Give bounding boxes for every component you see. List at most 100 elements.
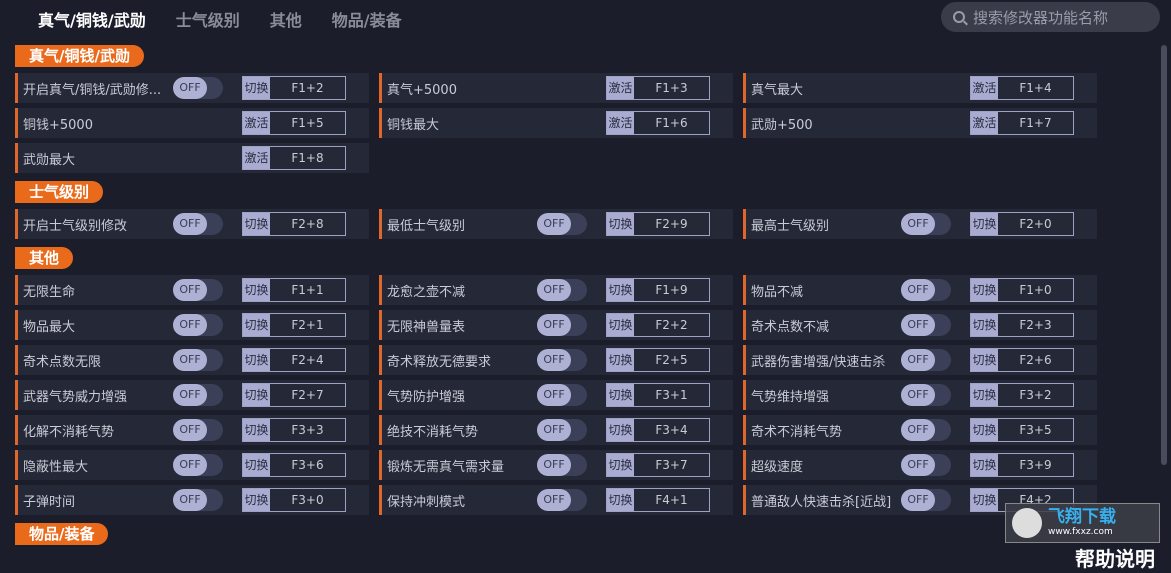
hotkey-field[interactable]: F1+9 [655,283,688,297]
action-button[interactable]: 切换 [243,213,270,235]
cheat-toggle[interactable]: OFF [537,489,587,511]
cheat-toggle[interactable]: OFF [173,77,223,99]
action-button[interactable]: 切换 [243,419,270,441]
cheat-toggle[interactable]: OFF [173,279,223,301]
cheat-toggle[interactable]: OFF [901,314,951,336]
action-button[interactable]: 切换 [607,279,634,301]
cheat-toggle[interactable]: OFF [537,213,587,235]
cheat-item: 武器伤害增强/快速击杀 OFF 切换 F2+6 [743,345,1097,375]
cheat-label: 真气+5000 [387,82,457,98]
cheat-toggle[interactable]: OFF [173,489,223,511]
cheat-toggle[interactable]: OFF [901,454,951,476]
hotkey-field[interactable]: F3+4 [655,423,688,437]
hotkey-field[interactable]: F1+1 [291,283,324,297]
hotkey-field[interactable]: F2+6 [1019,353,1052,367]
search-input[interactable]: 搜索修改器功能名称 [941,2,1160,32]
hotkey-field[interactable]: F2+9 [655,217,688,231]
cheat-toggle[interactable]: OFF [173,314,223,336]
cheat-toggle[interactable]: OFF [173,213,223,235]
hotkey-field[interactable]: F3+3 [291,423,324,437]
hotkey-field[interactable]: F2+1 [291,318,324,332]
hotkey-field[interactable]: F2+2 [655,318,688,332]
hotkey-field[interactable]: F3+7 [655,458,688,472]
hotkey-field[interactable]: F1+0 [1019,283,1052,297]
action-button[interactable]: 切换 [971,314,998,336]
hotkey-field[interactable]: F1+5 [291,116,324,130]
action-button[interactable]: 切换 [607,419,634,441]
toggle-state: OFF [537,419,571,441]
action-button[interactable]: 切换 [607,213,634,235]
action-button[interactable]: 切换 [971,349,998,371]
hotkey-field[interactable]: F3+2 [1019,388,1052,402]
hotkey-field[interactable]: F2+4 [291,353,324,367]
hotkey-field[interactable]: F2+7 [291,388,324,402]
cheat-toggle[interactable]: OFF [901,213,951,235]
hotkey-field[interactable]: F3+0 [291,493,324,507]
action-button[interactable]: 切换 [971,454,998,476]
action-button[interactable]: 切换 [243,454,270,476]
action-button[interactable]: 激活 [607,77,634,99]
action-button[interactable]: 切换 [243,279,270,301]
hotkey-field[interactable]: F3+6 [291,458,324,472]
hotkey-field[interactable]: F3+1 [655,388,688,402]
action-button[interactable]: 切换 [971,419,998,441]
hotkey-field[interactable]: F1+2 [291,81,324,95]
action-button[interactable]: 切换 [971,384,998,406]
action-button[interactable]: 切换 [243,384,270,406]
cheat-toggle[interactable]: OFF [173,454,223,476]
hotkey-field[interactable]: F1+3 [655,81,688,95]
hotkey-field[interactable]: F3+5 [1019,423,1052,437]
hotkey-field[interactable]: F4+1 [655,493,688,507]
action-button[interactable]: 激活 [607,112,634,134]
action-button[interactable]: 切换 [607,314,634,336]
hotkey-field[interactable]: F1+8 [291,151,324,165]
action-button[interactable]: 切换 [243,77,270,99]
cheat-toggle[interactable]: OFF [537,314,587,336]
tab-qi-money[interactable]: 真气/铜钱/武勋 [38,11,146,30]
tab-morale[interactable]: 士气级别 [175,11,240,30]
cheat-toggle[interactable]: OFF [173,419,223,441]
action-button[interactable]: 切换 [971,279,998,301]
action-button[interactable]: 切换 [607,349,634,371]
action-button[interactable]: 切换 [243,349,270,371]
cheat-toggle[interactable]: OFF [537,349,587,371]
hotkey-field[interactable]: F2+8 [291,217,324,231]
tab-items[interactable]: 物品/装备 [331,11,402,30]
tab-other[interactable]: 其他 [269,11,302,30]
cheat-label: 保持冲刺模式 [387,494,466,510]
action-button[interactable]: 切换 [607,384,634,406]
cheat-toggle[interactable]: OFF [537,279,587,301]
hotkey-field[interactable]: F3+9 [1019,458,1052,472]
action-button[interactable]: 激活 [971,77,998,99]
hotkey-field[interactable]: F2+3 [1019,318,1052,332]
hotkey-field[interactable]: F1+6 [655,116,688,130]
action-button[interactable]: 切换 [243,314,270,336]
cheat-toggle[interactable]: OFF [901,489,951,511]
cheat-label: 子弹时间 [23,494,76,510]
hotkey-field[interactable]: F2+5 [655,353,688,367]
cheat-toggle[interactable]: OFF [537,419,587,441]
scrollbar[interactable] [1161,45,1167,465]
cheat-toggle[interactable]: OFF [537,384,587,406]
cheat-toggle[interactable]: OFF [537,454,587,476]
action-button[interactable]: 激活 [971,112,998,134]
cheat-toggle[interactable]: OFF [901,419,951,441]
help-button[interactable]: 帮助说明 [1075,547,1155,571]
hotkey-field[interactable]: F1+4 [1019,81,1052,95]
action-button[interactable]: 切换 [607,454,634,476]
cheat-toggle[interactable]: OFF [901,279,951,301]
hotkey-field[interactable]: F2+0 [1019,217,1052,231]
action-button[interactable]: 切换 [607,489,634,511]
hotkey-field[interactable]: F1+7 [1019,116,1052,130]
cheat-toggle[interactable]: OFF [173,349,223,371]
cheat-item: 无限神兽量表 OFF 切换 F2+2 [379,310,733,340]
cheat-toggle[interactable]: OFF [901,384,951,406]
cheat-toggle[interactable]: OFF [901,349,951,371]
cheat-toggle[interactable]: OFF [173,384,223,406]
action-button[interactable]: 激活 [243,112,270,134]
action-button[interactable]: 激活 [243,147,270,169]
action-button[interactable]: 切换 [243,489,270,511]
action-button[interactable]: 切换 [971,489,998,511]
action-button[interactable]: 切换 [971,213,998,235]
cheat-label: 武器气势威力增强 [23,389,128,405]
